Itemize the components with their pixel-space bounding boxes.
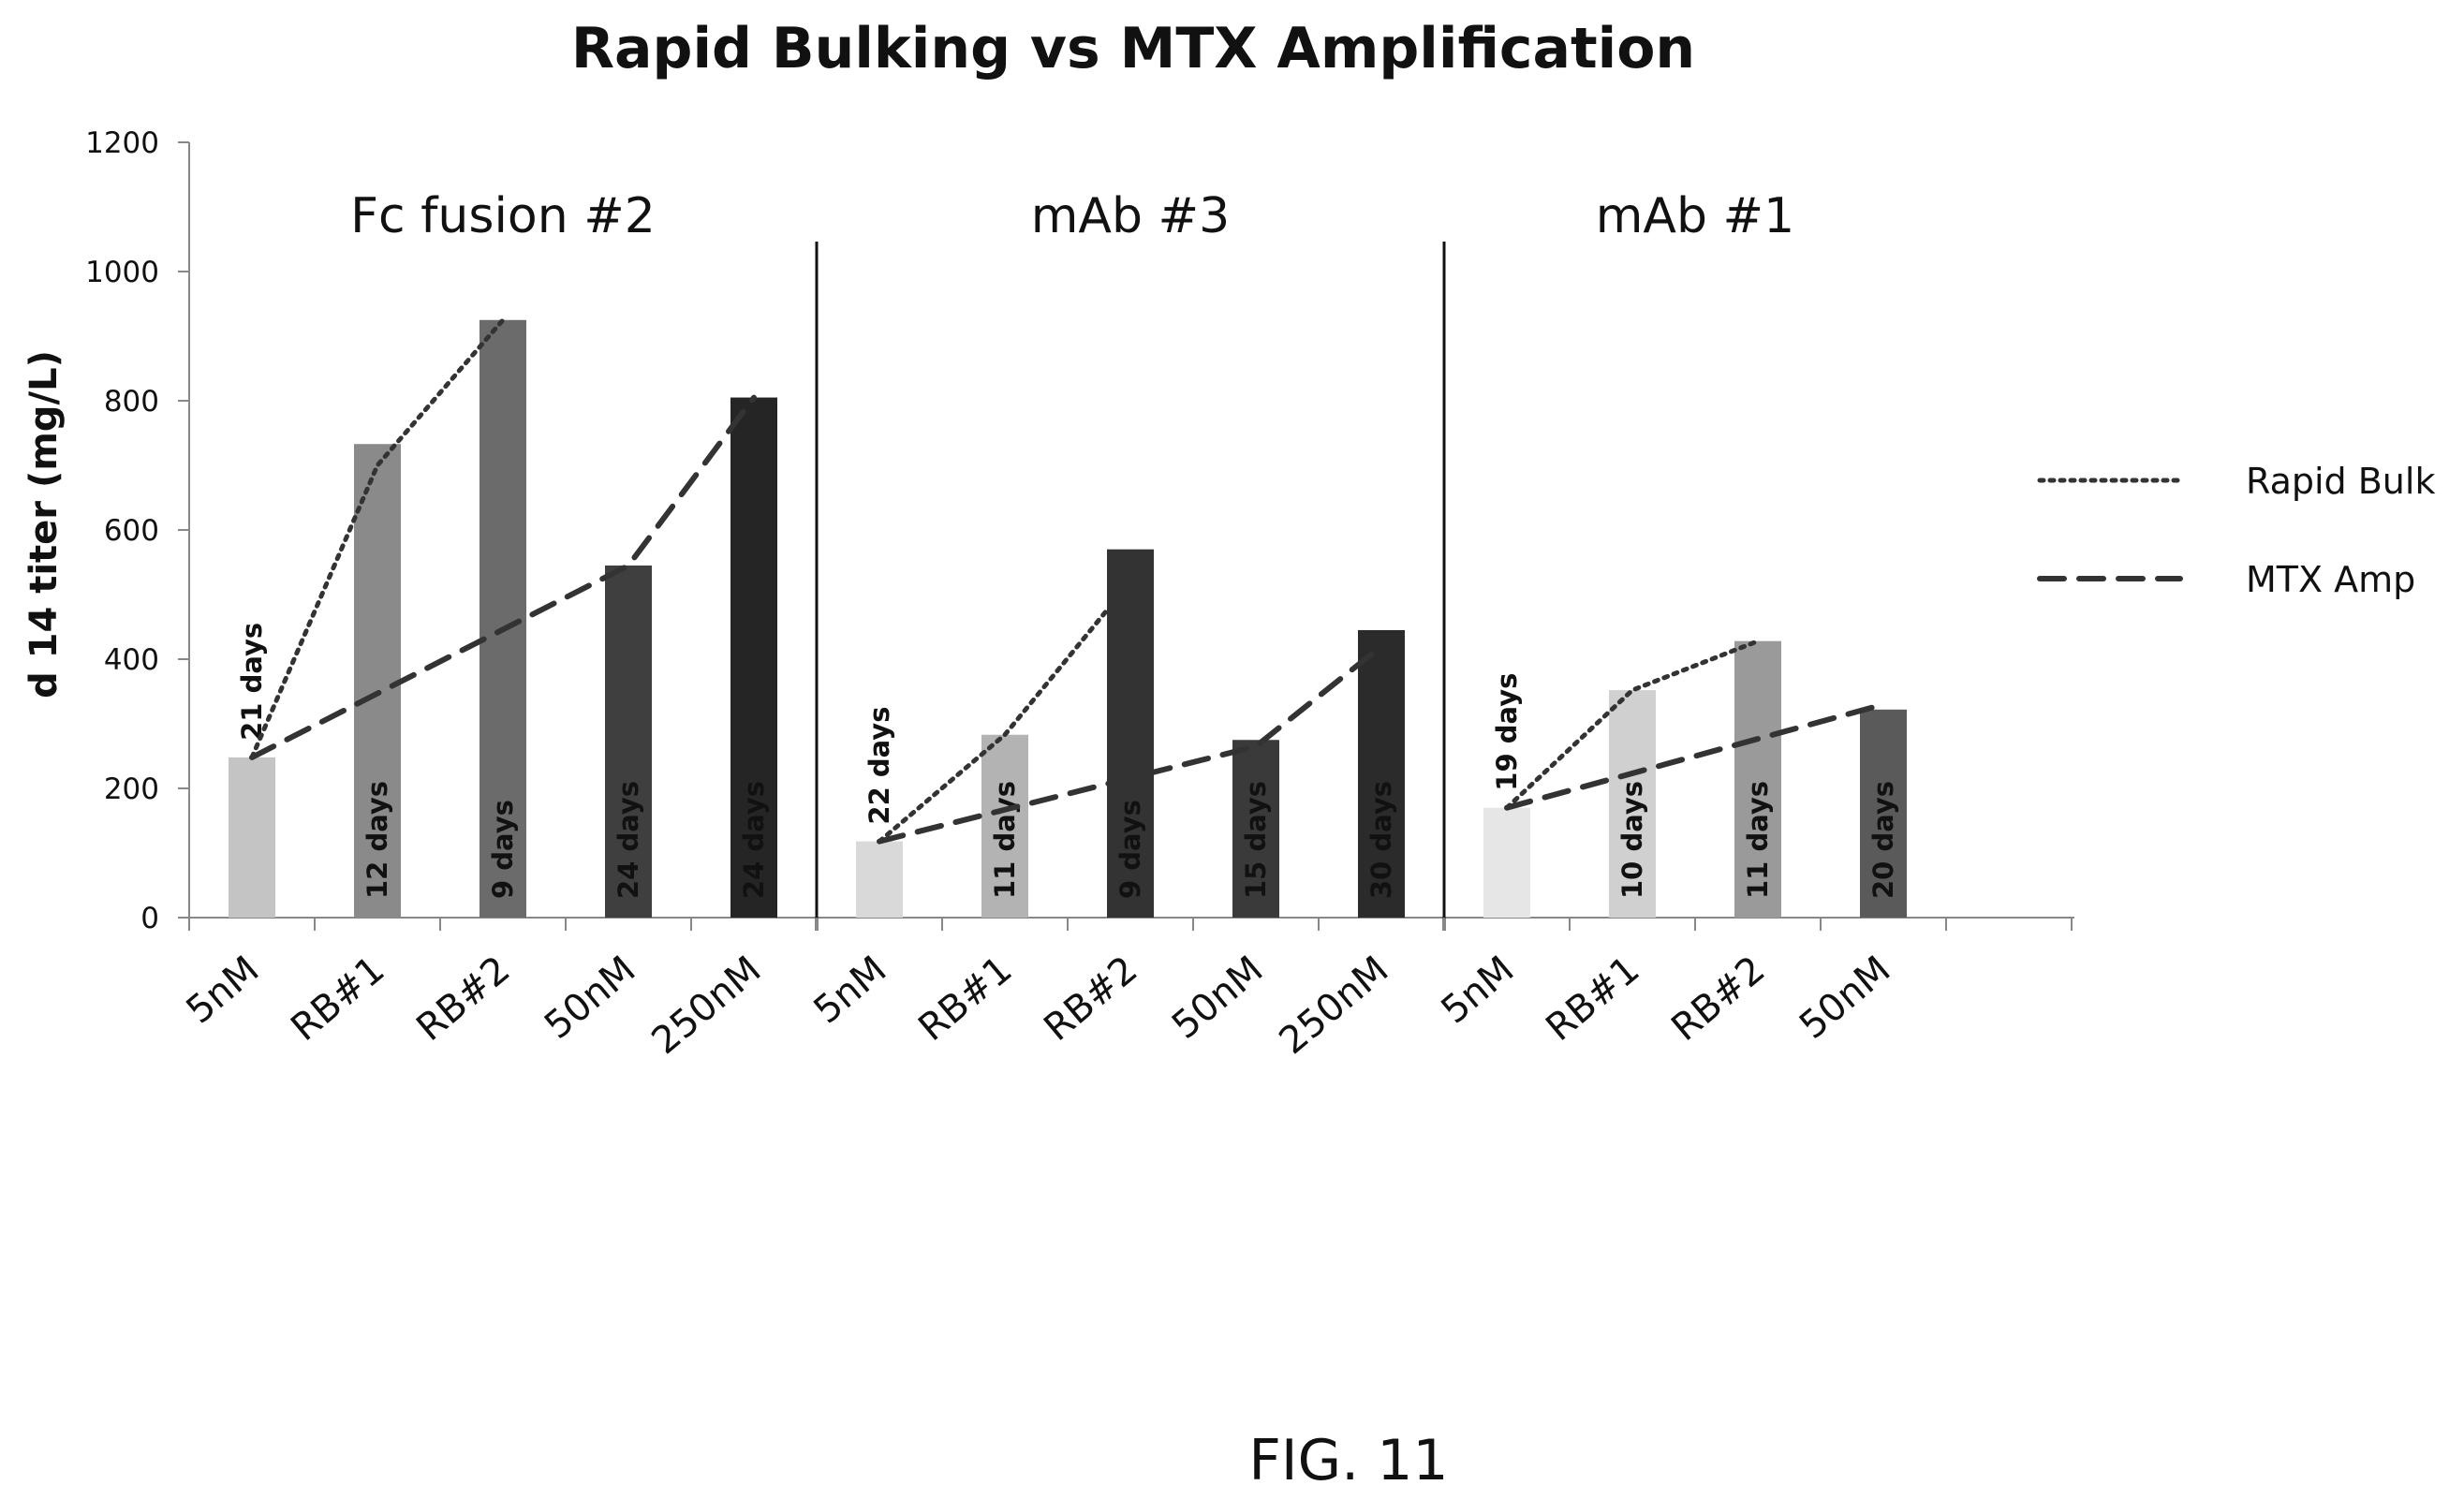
- y-tick-label: 400: [104, 643, 159, 677]
- bar-data-label: 24 days: [738, 781, 770, 899]
- legend-label-rapid-bulk: Rapid Bulk: [2246, 461, 2435, 502]
- y-tick-label: 200: [104, 772, 159, 806]
- x-tick-label: 5nM: [179, 948, 268, 1032]
- bar: [1358, 629, 1405, 918]
- mtx-amp-line: [1504, 701, 1886, 811]
- bar-data-label: 11 days: [989, 781, 1021, 899]
- bar: [1107, 549, 1154, 918]
- rapid-bulk-line: [877, 579, 1133, 845]
- bar-data-label: 9 days: [487, 800, 519, 899]
- x-tick-label: 50nM: [1792, 948, 1898, 1047]
- x-tick-label: RB#1: [910, 948, 1020, 1050]
- mtx-amp-line: [877, 643, 1384, 845]
- bar-data-label: 9 days: [1114, 800, 1146, 899]
- figure-caption: FIG. 11: [1248, 1428, 1448, 1493]
- y-tick-label: 600: [104, 514, 159, 548]
- x-tick-label: 5nM: [806, 948, 895, 1032]
- x-tick-label: 250nM: [1272, 948, 1397, 1063]
- x-tick-label: 5nM: [1434, 948, 1523, 1032]
- bar-data-label: 15 days: [1240, 781, 1272, 899]
- bar: [605, 565, 652, 918]
- rapid-bulk-line: [249, 317, 506, 760]
- plot-area: 0 200 400 600 800 1000 1200 5nM 21 days RB#1 12 da…: [85, 126, 2074, 1063]
- x-tick-label: 50nM: [537, 948, 643, 1047]
- bar-data-label: 19 days: [1491, 673, 1523, 791]
- y-axis-label: d 14 titer (mg/L): [22, 350, 66, 699]
- x-tick-label: RB#2: [1036, 948, 1145, 1050]
- mtx-amp-line: [249, 394, 757, 760]
- bar-data-label: 20 days: [1867, 781, 1899, 899]
- bar-data-label: 12 days: [361, 781, 393, 899]
- group-label: mAb #3: [1031, 188, 1230, 244]
- bar: [1734, 640, 1781, 918]
- x-tick-label: RB#1: [283, 948, 392, 1050]
- y-tick-label: 1000: [85, 256, 159, 289]
- bar: [1609, 690, 1656, 918]
- bar: [229, 757, 275, 918]
- bar: [1860, 709, 1907, 918]
- chart-title: Rapid Bulking vs MTX Amplification: [571, 16, 1695, 81]
- x-tick-label: RB#2: [408, 948, 518, 1050]
- y-tick-label: 800: [104, 385, 159, 419]
- bar: [856, 841, 903, 918]
- bar-data-label: 21 days: [236, 623, 268, 741]
- bar-data-label: 10 days: [1616, 781, 1648, 899]
- bar-data-label: 22 days: [863, 707, 895, 825]
- group-label: mAb #1: [1596, 188, 1794, 244]
- bar: [981, 734, 1028, 918]
- y-tick-label: 0: [140, 902, 159, 935]
- x-tick-label: 250nM: [644, 948, 770, 1063]
- bar: [730, 397, 777, 918]
- group-label: Fc fusion #2: [350, 188, 656, 244]
- bar: [1483, 807, 1530, 918]
- x-tick-label: 50nM: [1164, 948, 1271, 1047]
- bar-data-label: 24 days: [612, 781, 644, 899]
- bar-data-label: 11 days: [1742, 781, 1774, 899]
- bar-data-label: 30 days: [1365, 781, 1397, 899]
- legend-label-mtx-amp: MTX Amp: [2246, 559, 2415, 600]
- x-tick-label: RB#1: [1538, 948, 1647, 1050]
- x-tick-label: RB#2: [1663, 948, 1773, 1050]
- rapid-bulk-line: [1504, 639, 1761, 811]
- legend: Rapid Bulk MTX Amp: [2037, 461, 2435, 600]
- bar: [354, 444, 401, 918]
- y-tick-label: 1200: [85, 126, 159, 160]
- bar: [1232, 740, 1279, 918]
